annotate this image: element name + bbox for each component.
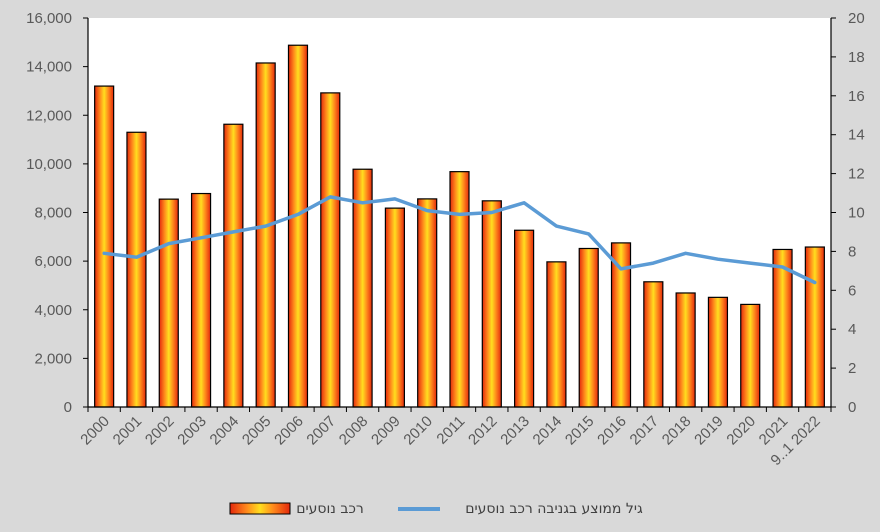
right-tick-label: 14 xyxy=(848,127,865,144)
x-tick-label: 2007 xyxy=(303,413,339,449)
left-tick-label: 10,000 xyxy=(26,156,72,173)
x-tick-label: 2011 xyxy=(433,413,468,448)
left-tick-label: 2,000 xyxy=(34,350,72,367)
bar xyxy=(546,261,567,408)
left-tick-label: 8,000 xyxy=(34,205,72,222)
x-tick-label: 2009 xyxy=(368,413,404,449)
bar xyxy=(481,200,502,408)
line-series xyxy=(102,195,817,285)
right-tick-label: 2 xyxy=(848,360,856,377)
right-tick-label: 10 xyxy=(848,205,865,222)
legend-bar-swatch xyxy=(229,502,291,515)
left-axis: 0 2,000 4,000 6,000 8,000 10,000 12,000 14,000 1… xyxy=(26,10,89,416)
left-tick-label: 0 xyxy=(64,399,72,416)
right-tick-label: 20 xyxy=(848,10,865,27)
right-axis: 0 2 4 6 8 10 12 14 16 18 20 xyxy=(830,10,865,416)
right-tick-label: 6 xyxy=(848,282,856,299)
x-tick-label: 2005 xyxy=(239,413,275,449)
bar xyxy=(675,292,696,408)
x-tick-label: 2014 xyxy=(530,413,566,449)
x-tick-label: 2013 xyxy=(497,413,533,449)
x-tick-label: 2020 xyxy=(723,413,759,449)
x-tick-label: 2004 xyxy=(207,413,243,449)
legend-bar-label: רכב נוסעים xyxy=(296,501,364,517)
bar xyxy=(94,85,115,408)
right-tick-label: 4 xyxy=(848,321,856,338)
right-tick-label: 18 xyxy=(848,49,865,66)
x-tick-label: 2015 xyxy=(562,413,598,449)
right-tick-label: 12 xyxy=(848,166,865,183)
bar xyxy=(384,207,405,408)
x-tick-label: 2018 xyxy=(659,413,695,449)
left-tick-label: 6,000 xyxy=(34,253,72,270)
x-tick-label: 2010 xyxy=(400,413,436,449)
right-tick-label: 8 xyxy=(848,243,856,260)
x-tick-label: 2008 xyxy=(336,413,372,449)
legend[interactable]: רכב נוסעים גיל ממוצע בגניבה רכב נוסעים xyxy=(229,501,643,517)
bar xyxy=(643,281,664,408)
left-tick-label: 16,000 xyxy=(26,10,72,27)
x-tick-label: 2003 xyxy=(174,413,210,449)
bar xyxy=(707,296,729,408)
bar-series xyxy=(94,44,825,408)
x-axis: 2000200120022003200420052006200720082009… xyxy=(77,406,832,469)
x-tick-label: 2019 xyxy=(691,413,727,449)
x-tick-label: 2006 xyxy=(271,413,307,449)
left-tick-label: 12,000 xyxy=(26,107,72,124)
x-tick-label: 2012 xyxy=(465,413,501,449)
bar xyxy=(578,247,599,408)
x-tick-label: 2017 xyxy=(627,413,663,449)
bar xyxy=(223,123,244,408)
legend-line-label: גיל ממוצע בגניבה רכב נוסעים xyxy=(465,501,643,517)
left-tick-label: 14,000 xyxy=(26,59,72,76)
bar xyxy=(190,192,212,408)
bar xyxy=(287,44,309,408)
right-tick-label: 0 xyxy=(848,399,856,416)
x-tick-label: 2000 xyxy=(77,413,113,449)
bar xyxy=(417,198,438,408)
bar xyxy=(772,248,793,408)
x-tick-label: 2002 xyxy=(142,413,178,449)
line-path xyxy=(102,195,817,285)
bar xyxy=(740,303,761,408)
bar xyxy=(158,198,179,408)
x-tick-label: 2001 xyxy=(110,413,146,449)
bar xyxy=(352,168,373,408)
bar xyxy=(804,246,825,408)
bar xyxy=(255,62,276,408)
bar xyxy=(126,131,147,408)
bar xyxy=(320,92,341,408)
right-tick-label: 16 xyxy=(848,88,865,105)
left-tick-label: 4,000 xyxy=(34,302,72,319)
x-tick-label: 2016 xyxy=(594,413,630,449)
bar xyxy=(449,171,470,408)
bar xyxy=(514,229,535,408)
